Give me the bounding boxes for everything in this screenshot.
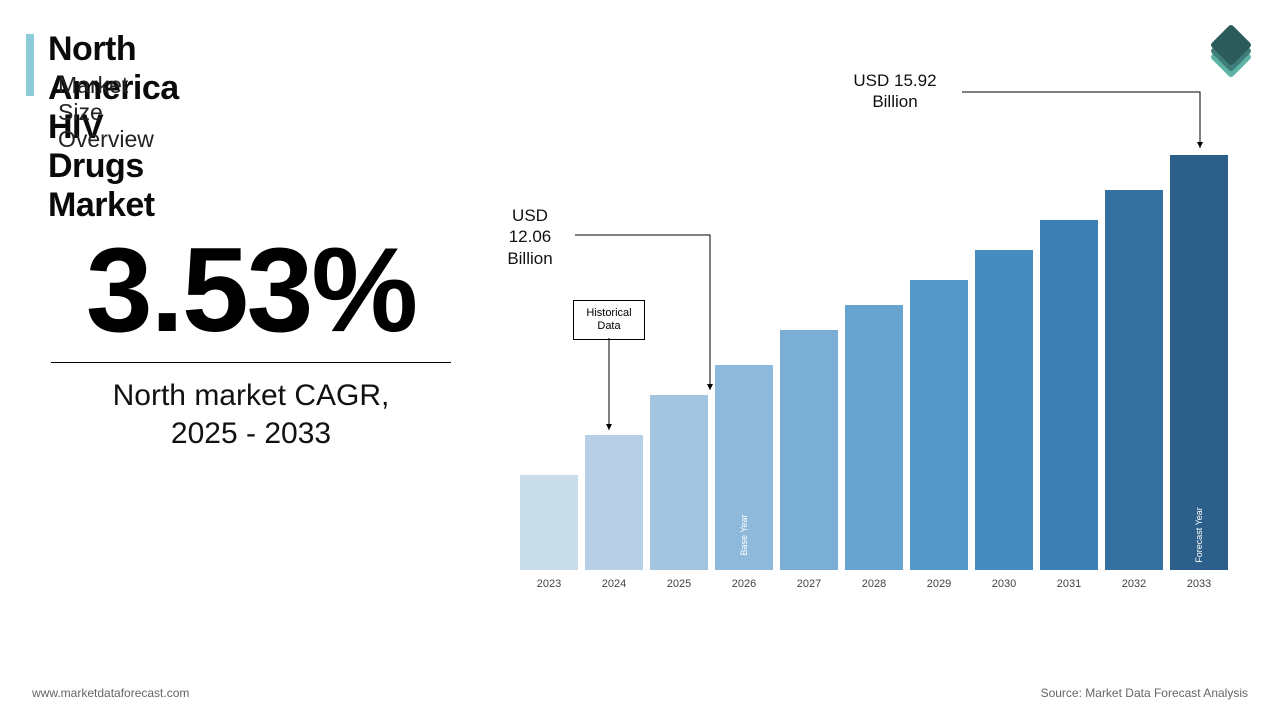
chart-bar <box>780 330 838 570</box>
brand-logo-icon <box>1208 28 1252 72</box>
x-axis-label: 2033 <box>1170 578 1228 590</box>
historical-data-box: Historical Data <box>573 300 645 340</box>
callout-start-value: USD 12.06 Billion <box>485 205 575 269</box>
chart-bar <box>650 395 708 570</box>
page-subtitle: Market Size Overview <box>58 72 154 153</box>
x-axis-label: 2028 <box>845 578 903 590</box>
x-axis-label: 2027 <box>780 578 838 590</box>
chart-bar <box>1105 190 1163 570</box>
x-axis-label: 2026 <box>715 578 773 590</box>
chart-bar: Base Year <box>715 365 773 570</box>
bar-annotation: Forecast Year <box>1194 507 1204 563</box>
x-axis-label: 2023 <box>520 578 578 590</box>
x-axis-label: 2025 <box>650 578 708 590</box>
chart-bar <box>520 475 578 570</box>
x-axis-label: 2024 <box>585 578 643 590</box>
chart-bar <box>975 250 1033 570</box>
market-size-bar-chart: Base Year Forecast Year 2023 2024 2025 2026 2… <box>520 120 1240 600</box>
footer-website: www.marketdataforecast.com <box>32 686 189 700</box>
cagr-label: North market CAGR, 2025 - 2033 <box>36 377 466 452</box>
x-axis-label: 2032 <box>1105 578 1163 590</box>
title-accent-bar <box>26 34 34 96</box>
chart-bar <box>910 280 968 570</box>
bar-annotation: Base Year <box>739 514 749 555</box>
callout-end-value: USD 15.92 Billion <box>825 70 965 113</box>
chart-bar: Forecast Year <box>1170 155 1228 570</box>
chart-bar <box>845 305 903 570</box>
x-axis-label: 2031 <box>1040 578 1098 590</box>
cagr-value: 3.53% <box>36 230 466 350</box>
chart-bar <box>585 435 643 570</box>
cagr-summary: 3.53% North market CAGR, 2025 - 2033 <box>36 230 466 452</box>
cagr-divider <box>51 362 451 363</box>
chart-bar <box>1040 220 1098 570</box>
x-axis-label: 2029 <box>910 578 968 590</box>
footer-source: Source: Market Data Forecast Analysis <box>1041 686 1248 700</box>
x-axis-label: 2030 <box>975 578 1033 590</box>
